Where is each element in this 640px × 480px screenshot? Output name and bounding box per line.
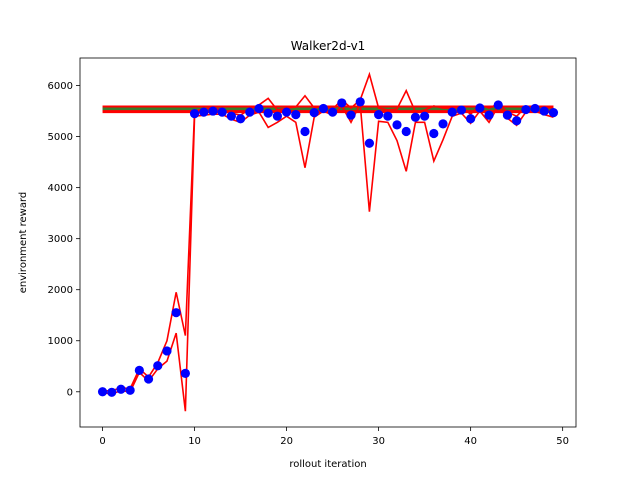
y-tick-label: 6000 xyxy=(48,81,73,92)
data-point xyxy=(180,368,190,379)
y-tick-label: 4000 xyxy=(48,183,73,194)
data-point xyxy=(199,107,209,117)
data-point xyxy=(125,385,135,395)
data-point xyxy=(263,108,273,118)
series-line-band-lower xyxy=(102,101,554,412)
data-point xyxy=(235,114,246,124)
chart-title: Walker2d-v1 xyxy=(291,39,366,53)
data-point xyxy=(447,107,457,117)
data-point xyxy=(392,120,402,130)
data-point xyxy=(364,138,375,148)
data-point xyxy=(281,107,292,117)
data-point xyxy=(530,103,540,114)
x-axis-label: rollout iteration xyxy=(289,459,366,470)
y-tick-label: 5000 xyxy=(48,132,73,143)
data-point xyxy=(438,119,448,129)
data-point xyxy=(401,126,411,137)
y-axis: 0 1000 2000 3000 4000 5000 6000 xyxy=(48,81,80,398)
data-point xyxy=(337,98,347,108)
x-tick-label: 20 xyxy=(280,436,293,447)
y-tick-label: 1000 xyxy=(48,336,73,347)
data-point xyxy=(420,111,430,121)
data-point xyxy=(374,110,384,120)
data-point xyxy=(291,110,301,120)
data-point xyxy=(153,361,163,371)
x-tick-label: 0 xyxy=(99,436,105,447)
data-point xyxy=(355,97,365,107)
y-tick-label: 2000 xyxy=(48,285,73,296)
x-tick-label: 40 xyxy=(464,436,477,447)
y-tick-label: 3000 xyxy=(48,234,73,245)
data-point xyxy=(383,111,393,121)
data-point xyxy=(548,108,559,118)
data-point xyxy=(245,107,255,117)
data-point xyxy=(300,126,310,137)
data-point xyxy=(539,106,549,116)
data-point xyxy=(107,387,117,397)
data-point xyxy=(318,103,328,114)
data-point xyxy=(171,308,181,318)
data-point xyxy=(189,109,200,119)
data-point xyxy=(456,105,467,115)
data-point xyxy=(97,387,108,397)
data-point xyxy=(134,365,144,375)
plot-area xyxy=(97,71,559,412)
axes-frame xyxy=(79,57,577,428)
data-point xyxy=(309,108,319,118)
data-point xyxy=(328,107,338,117)
data-point xyxy=(410,112,421,122)
y-axis-label: environment reward xyxy=(18,192,29,294)
data-point xyxy=(521,104,531,115)
data-point xyxy=(502,110,513,120)
data-point xyxy=(116,384,126,394)
x-tick-label: 30 xyxy=(372,436,385,447)
x-tick-label: 10 xyxy=(188,436,201,447)
data-point xyxy=(217,107,227,117)
data-point xyxy=(346,110,356,120)
data-point xyxy=(475,103,485,113)
x-tick-label: 50 xyxy=(556,436,569,447)
data-point xyxy=(429,128,439,139)
data-point xyxy=(254,103,264,114)
data-point xyxy=(162,346,172,356)
data-point xyxy=(208,106,218,116)
data-point xyxy=(466,114,476,124)
x-axis: 0 10 20 30 40 50 xyxy=(99,427,569,447)
y-tick-label: 0 xyxy=(67,387,73,398)
data-point xyxy=(484,110,494,120)
data-point xyxy=(272,111,282,121)
data-point xyxy=(493,100,503,110)
data-point xyxy=(226,111,236,121)
data-point xyxy=(512,116,522,126)
data-point xyxy=(143,374,154,384)
